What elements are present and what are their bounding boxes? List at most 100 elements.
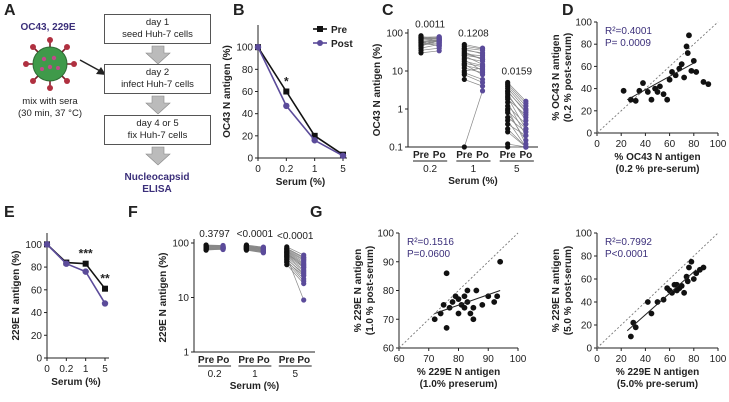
chart-g1-point xyxy=(443,270,450,277)
chart-g2-point xyxy=(660,296,667,303)
chart-c-point-pre xyxy=(505,103,511,109)
chart-g1-point xyxy=(461,304,468,311)
chart-c-point-post xyxy=(523,108,529,114)
chart-g1-point xyxy=(473,287,480,294)
chart-e-series-line xyxy=(66,262,86,273)
chart-c-point-post xyxy=(436,48,442,54)
chart-g2-fit-line xyxy=(626,269,697,332)
chart-b-point-post xyxy=(283,102,290,110)
chart-b-legend-label: Pre xyxy=(331,25,348,36)
chart-g1-fit-line xyxy=(434,290,501,314)
chart-e-point-pre xyxy=(82,260,89,267)
chart-f-point-pre xyxy=(284,250,290,256)
chart-c-point-pre xyxy=(505,141,511,147)
chart-c-pair-line xyxy=(464,51,483,60)
chart-b-xtick-label: 5 xyxy=(340,164,346,175)
chart-f-pair-line xyxy=(286,247,304,258)
chart-d-ylabel-2: (0.2 % post-serum) xyxy=(563,33,574,122)
chart-e-ytick-label: 80 xyxy=(31,263,43,274)
chart-f-pair-line xyxy=(286,256,304,272)
chart-d-point xyxy=(700,79,707,85)
chart-e-point-post xyxy=(63,260,70,267)
chart-g1-identity-line xyxy=(398,232,519,349)
chart-g2-ytick-label: 0 xyxy=(586,344,592,355)
chart-c-pair-line xyxy=(507,102,527,136)
chart-e-point-post xyxy=(43,241,51,248)
chart-c-point-post xyxy=(479,76,486,83)
chart-b-legend-label: Post xyxy=(331,39,353,50)
chart-g1-point xyxy=(467,310,474,317)
chart-c-point-pre xyxy=(505,129,511,135)
chart-c-pair-line xyxy=(420,37,440,40)
chart-c-pair-line xyxy=(507,91,527,111)
chart-e-point-pre xyxy=(102,285,108,292)
chart-c-pair-line xyxy=(464,55,483,65)
step-box-2: day 2 infect Huh-7 cells xyxy=(104,64,211,94)
chart-c-point-post xyxy=(523,132,529,139)
chart-c-pair-line xyxy=(507,110,527,130)
chart-b-signif: * xyxy=(284,75,289,89)
chart-f-pair-line xyxy=(246,246,264,250)
chart-e-xtick-label: 5 xyxy=(102,364,108,375)
chart-c-pair-line xyxy=(464,79,483,87)
chart-f-pair-line xyxy=(286,248,304,259)
chart-f-point-post xyxy=(301,272,307,278)
chart-c-pair-line xyxy=(507,128,527,148)
chart-c-pair-line xyxy=(464,72,483,80)
chart-c-point-post xyxy=(523,137,529,143)
chart-f-pair-line xyxy=(286,264,304,284)
chart-f-pair-line xyxy=(246,245,264,249)
chart-g1-point xyxy=(449,299,456,305)
chart-c-point-post xyxy=(523,126,529,132)
down-arrow-icon-3 xyxy=(145,146,171,166)
chart-e-signif: *** xyxy=(79,247,93,261)
chart-c-pvalue: 0.1208 xyxy=(458,28,489,39)
chart-c-point-post xyxy=(479,83,486,89)
mix-line-2: (30 min, 37 °C) xyxy=(18,108,82,119)
chart-e-series-line xyxy=(66,261,86,265)
chart-c-pair-line xyxy=(507,88,527,110)
chart-b-ylabel: OC43 N antigen (%) xyxy=(222,45,233,138)
panel-label-f: F xyxy=(128,204,138,221)
chart-g1-point xyxy=(470,304,477,311)
chart-b-ytick-label: 60 xyxy=(242,87,254,98)
chart-d-point xyxy=(686,32,692,39)
chart-g1-xtick-label: 80 xyxy=(453,354,465,365)
flow-arrows xyxy=(145,45,171,166)
chart-c-pair-line xyxy=(507,112,527,141)
chart-e-point-post xyxy=(82,268,89,275)
chart-f-pair-line xyxy=(286,254,304,269)
chart-e-ytick-label: 20 xyxy=(31,331,43,342)
chart-g2-xtick-label: 60 xyxy=(664,354,676,365)
chart-g1-ytick-label: 90 xyxy=(383,257,395,268)
chart-d-xtick-label: 60 xyxy=(664,139,676,150)
chart-g2-xtick-label: 80 xyxy=(688,354,700,365)
chart-f-point-pre xyxy=(203,244,209,250)
chart-c-pair-line xyxy=(420,38,440,40)
chart-c-ytick-label: 1 xyxy=(397,105,403,116)
chart-b-ytick-label: 40 xyxy=(242,109,254,120)
chart-g2-point xyxy=(681,289,688,296)
chart-c-point-post xyxy=(479,46,486,52)
chart-g1-ytick-label: 60 xyxy=(383,344,395,355)
chart-c-point-pre xyxy=(461,70,467,76)
chart-g2-point xyxy=(648,310,655,317)
chart-g1-point xyxy=(443,324,450,331)
chart-c-point-pre xyxy=(418,39,424,45)
chart-f-pair-line xyxy=(246,249,264,253)
chart-d-xtick-label: 40 xyxy=(640,139,652,150)
chart-f-point-pre xyxy=(284,259,290,266)
chart-b-series-line xyxy=(257,46,288,92)
chart-d-point xyxy=(681,74,688,81)
chart-g1-point xyxy=(479,301,486,308)
chart-c-point-pre xyxy=(505,89,511,95)
chart-c-pair-line xyxy=(507,83,527,104)
chart-c-point-pre xyxy=(461,52,467,58)
chart-f-pair-line xyxy=(286,256,305,301)
chart-c-pair-label: Po xyxy=(476,150,489,161)
chart-f-group-label: 1 xyxy=(252,369,258,380)
chart-d-point xyxy=(657,83,663,90)
panel-label-g: G xyxy=(310,204,323,221)
chart-g2-point xyxy=(693,270,700,277)
